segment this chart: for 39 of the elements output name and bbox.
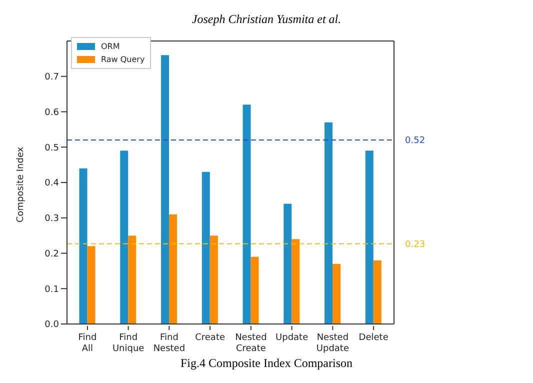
bar (365, 150, 374, 324)
bar (128, 236, 136, 324)
y-tick-label: 0.6 (44, 108, 60, 118)
y-axis-title: Composite Index (16, 146, 26, 222)
bar (79, 168, 88, 324)
bar (242, 104, 251, 324)
text: Joseph Christian Yusmita et al. (190, 12, 342, 27)
bar (250, 256, 259, 324)
bar (324, 122, 333, 324)
y-tick-label: 0.7 (44, 72, 59, 83)
x-tick-label: Delete (358, 333, 389, 343)
bar (292, 239, 300, 324)
bar (284, 204, 292, 324)
x-tick-label: Nested Create (235, 333, 267, 354)
bar (210, 236, 218, 324)
y-tick-label: 0.3 (44, 214, 59, 224)
x-tick-label: Create (195, 333, 226, 343)
bar (161, 55, 170, 324)
y-tick-label: 0.5 (44, 143, 59, 154)
bar (202, 172, 210, 324)
x-tick-label: Update (276, 333, 309, 343)
bar (169, 214, 178, 324)
x-tick-label: Nested Update (316, 333, 350, 354)
legend-label: Raw Query (101, 54, 145, 66)
x-tick-label: Find Unique (112, 333, 145, 354)
x-tick-label: Find All (78, 333, 97, 354)
x-tick-label: Find Nested (153, 333, 186, 354)
y-tick-label: 0.2 (44, 249, 59, 260)
bar (373, 260, 382, 324)
y-tick-label: 0.1 (44, 284, 59, 295)
y-tick-label: 0.0 (44, 320, 60, 330)
bar (87, 246, 96, 324)
ref-line-label: 0.52 (405, 136, 426, 146)
bar (120, 150, 128, 324)
bar (332, 264, 341, 324)
caption: Fig.4 Composite Index Comparison (180, 356, 354, 371)
legend-label: ORM (101, 41, 120, 53)
ref-line-label: 0.23 (405, 240, 426, 250)
y-tick-label: 0.4 (44, 178, 60, 189)
